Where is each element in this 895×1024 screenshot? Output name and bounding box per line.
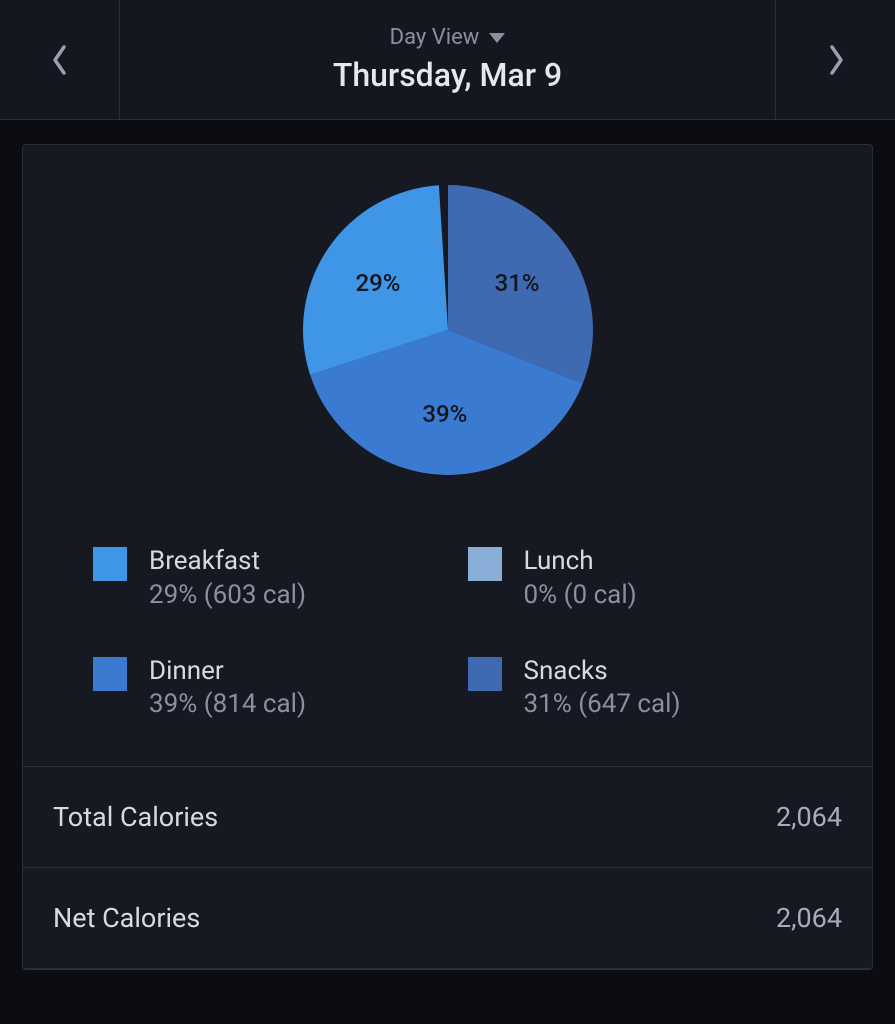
legend-detail: 39% (814 cal): [149, 687, 306, 722]
legend-name: Lunch: [524, 545, 637, 578]
view-selector-label: Day View: [390, 25, 480, 50]
summary-row-net: Net Calories 2,064: [23, 867, 872, 968]
view-selector[interactable]: Day View: [390, 25, 506, 50]
legend-swatch-lunch: [468, 547, 502, 581]
topbar: Day View Thursday, Mar 9: [0, 0, 895, 120]
divider: [23, 968, 872, 969]
legend-text-lunch: Lunch0% (0 cal): [524, 545, 637, 613]
summary-label: Total Calories: [53, 801, 218, 833]
pie-chart-container: 31%39%29%: [23, 175, 872, 515]
legend-swatch-dinner: [93, 657, 127, 691]
date-title: Thursday, Mar 9: [333, 56, 562, 94]
summary-row-total: Total Calories 2,064: [23, 766, 872, 867]
legend-item-lunch: Lunch0% (0 cal): [468, 545, 803, 613]
chevron-left-icon: [50, 43, 70, 77]
legend-name: Breakfast: [149, 545, 306, 578]
legend-detail: 0% (0 cal): [524, 578, 637, 613]
legend-text-snacks: Snacks31% (647 cal): [524, 655, 681, 723]
prev-day-button[interactable]: [0, 0, 120, 119]
legend-swatch-breakfast: [93, 547, 127, 581]
chevron-right-icon: [826, 43, 846, 77]
legend-text-dinner: Dinner39% (814 cal): [149, 655, 306, 723]
legend-item-dinner: Dinner39% (814 cal): [93, 655, 428, 723]
legend: Breakfast29% (603 cal) Lunch0% (0 cal) Din…: [23, 515, 872, 766]
summary-value: 2,064: [776, 902, 842, 934]
legend-swatch-snacks: [468, 657, 502, 691]
legend-detail: 29% (603 cal): [149, 578, 306, 613]
topbar-center: Day View Thursday, Mar 9: [120, 0, 775, 119]
summary-label: Net Calories: [53, 902, 200, 934]
legend-item-breakfast: Breakfast29% (603 cal): [93, 545, 428, 613]
legend-name: Snacks: [524, 655, 681, 688]
next-day-button[interactable]: [775, 0, 895, 119]
legend-name: Dinner: [149, 655, 306, 688]
calories-card: 31%39%29% Breakfast29% (603 cal) Lunch0% …: [22, 144, 873, 970]
pie-chart: 31%39%29%: [303, 185, 593, 475]
legend-item-snacks: Snacks31% (647 cal): [468, 655, 803, 723]
legend-text-breakfast: Breakfast29% (603 cal): [149, 545, 306, 613]
summary-list: Total Calories 2,064 Net Calories 2,064: [23, 766, 872, 968]
caret-down-icon: [489, 33, 505, 43]
legend-detail: 31% (647 cal): [524, 687, 681, 722]
summary-value: 2,064: [776, 801, 842, 833]
